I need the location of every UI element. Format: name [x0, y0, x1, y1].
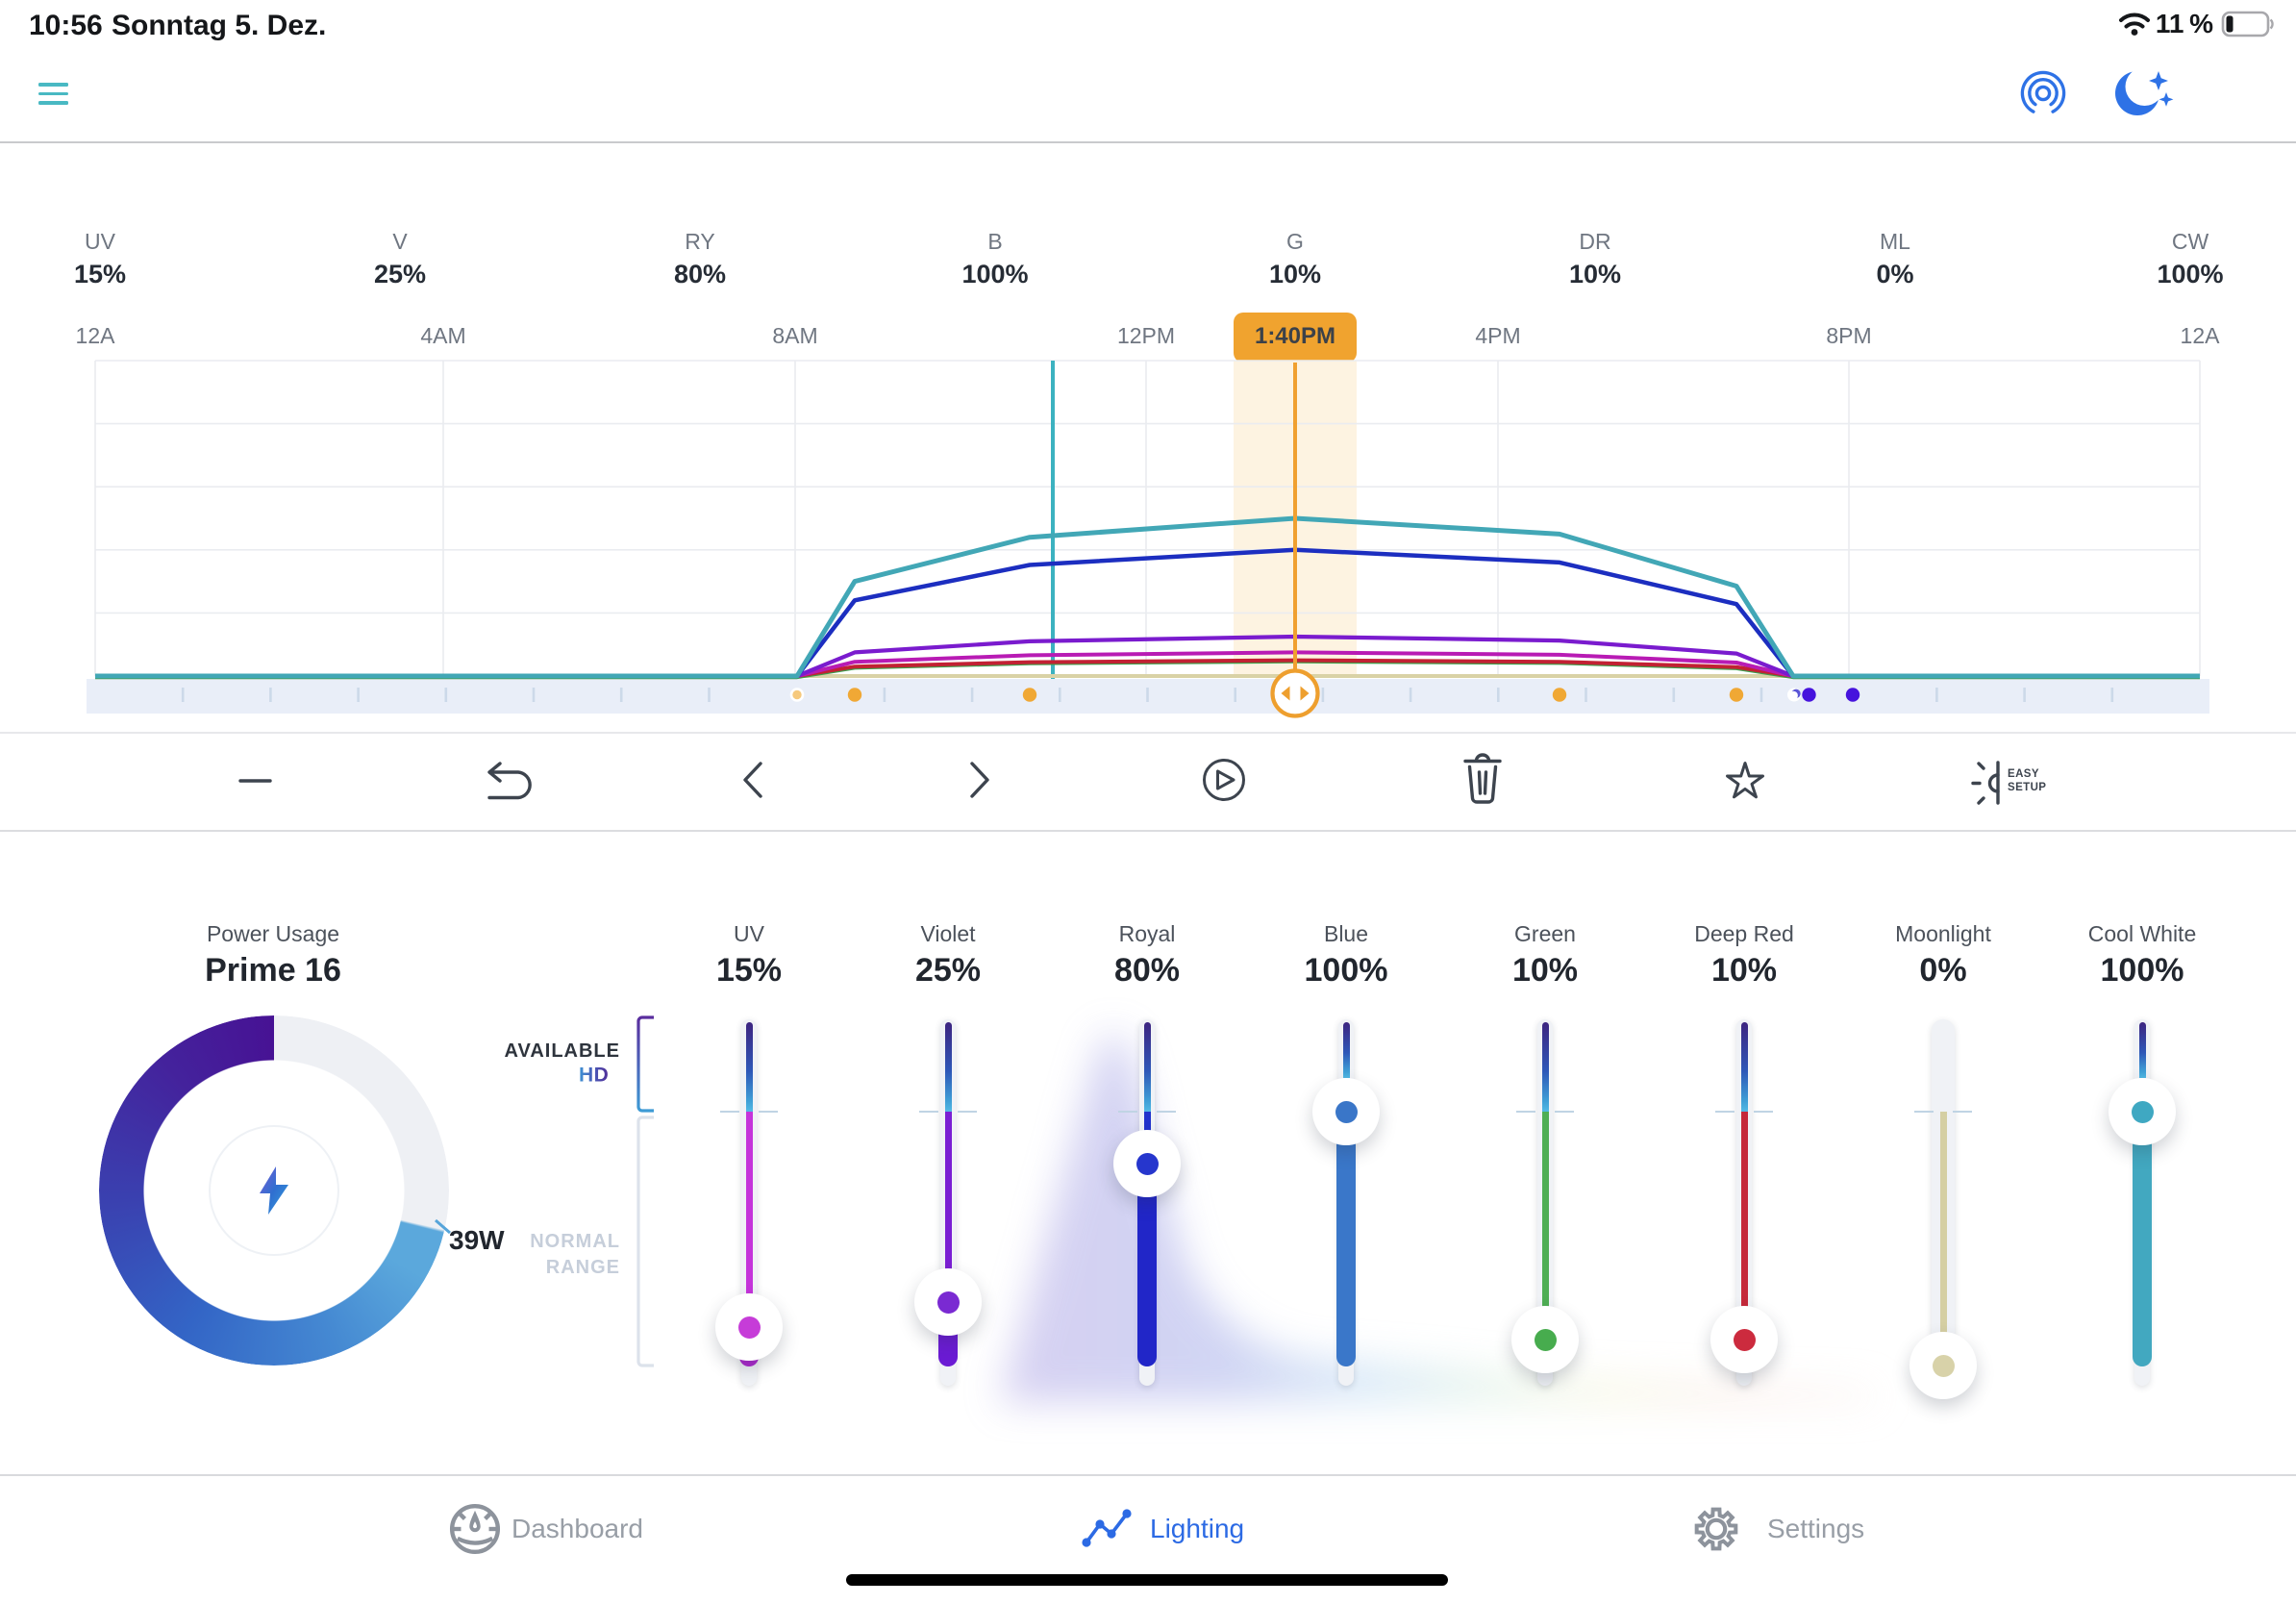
- svg-text:HD: HD: [579, 1065, 609, 1087]
